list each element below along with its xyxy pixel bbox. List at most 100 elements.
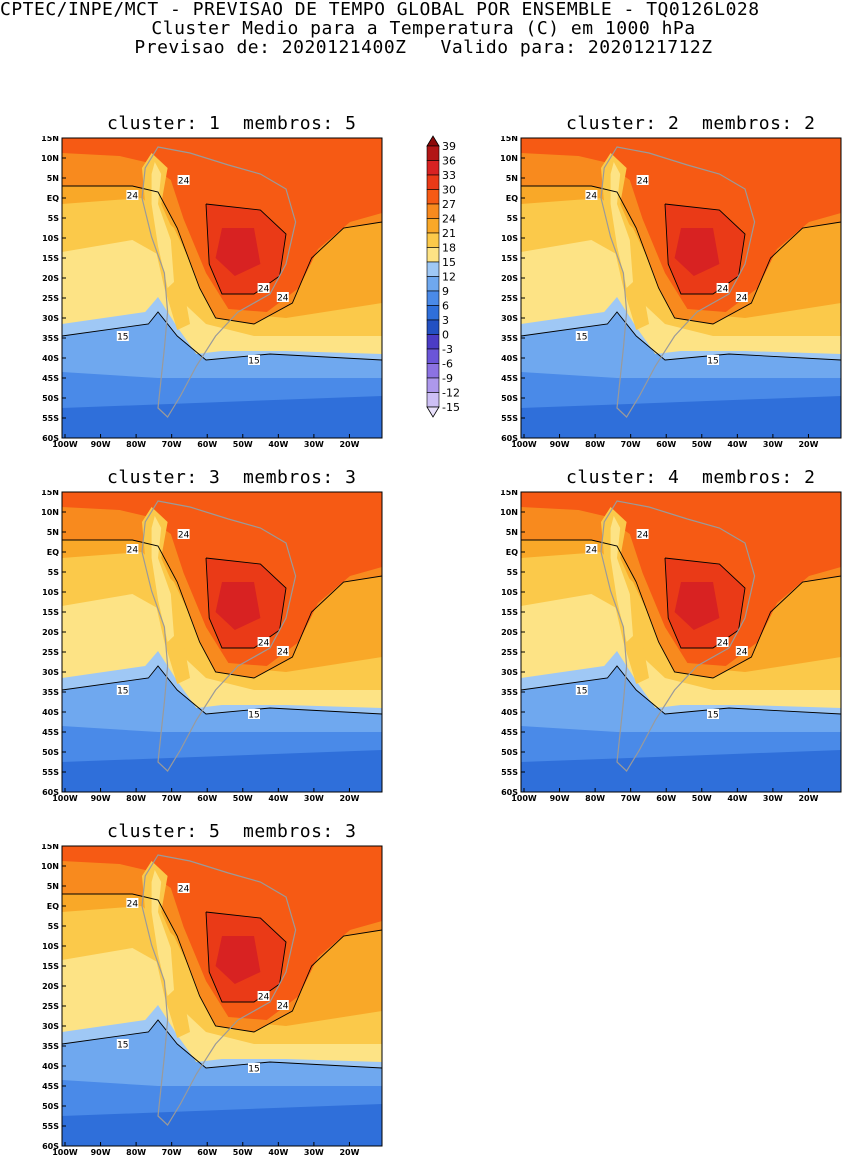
- lat-tick-label: 35S: [501, 688, 518, 697]
- lat-tick-label: 10S: [42, 234, 59, 243]
- lat-tick-label: 15N: [500, 136, 518, 143]
- lon-tick-label: 20W: [339, 794, 359, 802]
- lat-tick-label: EQ: [47, 902, 59, 911]
- isoline-label-15-east: 15: [248, 1063, 260, 1075]
- field-33: [215, 228, 261, 276]
- lat-tick-label: 10S: [501, 588, 518, 597]
- lon-tick-label: 60W: [197, 440, 217, 448]
- lon-tick-label: 80W: [585, 440, 605, 448]
- lat-tick-label: 5S: [48, 568, 60, 577]
- svg-text:24: 24: [178, 531, 190, 541]
- svg-text:15: 15: [576, 333, 587, 343]
- svg-text:24: 24: [277, 294, 289, 304]
- lat-tick-label: 10S: [42, 588, 59, 597]
- lon-tick-label: 70W: [621, 440, 641, 448]
- lat-tick-label: 35S: [42, 334, 59, 343]
- lon-tick-label: 80W: [126, 440, 146, 448]
- isoline-24: [521, 185, 841, 325]
- lat-tick-label: 10N: [500, 508, 518, 517]
- isoline-15: [521, 311, 841, 361]
- map-svg: 24 24 24 24 15 15 15N 10N 5N EQ 5S 10S 15S 20S 25S 30S 3…: [41, 844, 383, 1156]
- svg-text:24: 24: [258, 993, 270, 1003]
- isoline-label-24-north: 24: [636, 175, 649, 187]
- lat-tick-label: 25S: [501, 294, 518, 303]
- lat-tick-label: 45S: [42, 374, 59, 383]
- isoline-15: [521, 665, 841, 715]
- isoline-label-24-north: 24: [636, 529, 649, 541]
- lon-tick-label: 40W: [268, 1148, 288, 1156]
- map-svg: 24 24 24 24 15 15 15N 10N 5N EQ 5S 10S 15S 20S 25S 30S 3…: [41, 490, 383, 802]
- lat-tick-label: 40S: [501, 708, 518, 717]
- lon-tick-label: 100W: [511, 440, 537, 448]
- colorbar-label: 12: [442, 271, 456, 284]
- lat-tick-label: 20S: [501, 274, 518, 283]
- map-panel-1: 24 24 24 24 15 15 15N 10N 5N EQ 5S 10S 15S 20S 25S 30S 3…: [30, 136, 385, 448]
- lat-tick-label: 40S: [42, 708, 59, 717]
- lat-tick-label: 20S: [42, 274, 59, 283]
- lat-tick-label: 10N: [41, 508, 59, 517]
- lat-tick-label: 15S: [501, 254, 518, 263]
- isoline-label-15-west: 15: [116, 1039, 129, 1051]
- svg-text:24: 24: [637, 177, 649, 187]
- map-svg: 24 24 24 24 15 15 15N 10N 5N EQ 5S 10S 15S 20S 25S 30S 3…: [41, 136, 383, 448]
- lat-tick-label: EQ: [47, 548, 59, 557]
- lat-tick-label: 35S: [42, 688, 59, 697]
- lat-tick-label: 40S: [501, 354, 518, 363]
- svg-text:24: 24: [586, 546, 598, 556]
- isoline-label-24-north: 24: [177, 175, 190, 187]
- lon-tick-label: 40W: [727, 794, 747, 802]
- lat-tick-label: 5S: [48, 214, 60, 223]
- colorbar: 39 36 33 30 27 24 21 18 15 12 9 6 3 0 -3 -6 -9 -12 -15: [425, 134, 475, 444]
- lon-tick-label: 100W: [511, 794, 537, 802]
- colorbar-label: 6: [442, 300, 449, 313]
- isoline-label-24-inner: 24: [257, 637, 270, 649]
- header: CPTEC/INPE/MCT - PREVISAO DE TEMPO GLOBA…: [0, 0, 847, 57]
- isoline-label-15-east: 15: [248, 709, 260, 721]
- lat-tick-label: 45S: [501, 728, 518, 737]
- lat-tick-label: 5N: [506, 528, 518, 537]
- lat-tick-label: 55S: [42, 414, 59, 423]
- lat-tick-label: 60S: [42, 1142, 59, 1151]
- svg-text:15: 15: [707, 357, 718, 367]
- lat-tick-label: 55S: [42, 768, 59, 777]
- isoline-label-24-east: 24: [735, 292, 748, 304]
- lon-tick-label: 30W: [763, 794, 783, 802]
- svg-text:15: 15: [117, 1041, 128, 1051]
- header-line-1: CPTEC/INPE/MCT - PREVISAO DE TEMPO GLOBA…: [0, 0, 760, 20]
- colorbar-label: 21: [442, 227, 456, 240]
- lat-tick-label: 15N: [41, 844, 59, 851]
- lon-tick-label: 60W: [656, 440, 676, 448]
- colorbar-label: 24: [442, 213, 456, 226]
- lat-tick-label: 30S: [501, 314, 518, 323]
- svg-text:24: 24: [258, 285, 270, 295]
- lon-tick-label: 60W: [197, 794, 217, 802]
- lat-tick-label: 60S: [42, 434, 59, 443]
- field-33: [215, 582, 261, 630]
- isoline-label-24-east: 24: [276, 1000, 289, 1012]
- isoline-label-24-east: 24: [276, 292, 289, 304]
- colorbar-swatch: [426, 218, 440, 234]
- lat-tick-label: 45S: [501, 374, 518, 383]
- lon-tick-label: 30W: [304, 794, 324, 802]
- lat-tick-label: 35S: [501, 334, 518, 343]
- lat-tick-label: 15S: [42, 962, 59, 971]
- colorbar-swatch: [426, 145, 440, 161]
- panel-title-5: cluster: 5 membros: 3: [107, 821, 357, 842]
- map-frame: [61, 491, 383, 793]
- isoline-label-24-west: 24: [126, 898, 139, 910]
- coastline: [600, 146, 756, 418]
- colorbar-label: 36: [442, 155, 456, 168]
- isoline-label-15-east: 15: [707, 709, 719, 721]
- colorbar-swatch: [426, 261, 440, 277]
- lon-tick-label: 50W: [692, 440, 712, 448]
- svg-text:24: 24: [637, 531, 649, 541]
- map-frame: [520, 491, 842, 793]
- map-panel-4: 24 24 24 24 15 15 15N 10N 5N EQ 5S 10S 15S 20S 25S 30S 3…: [489, 490, 844, 802]
- lat-tick-label: 40S: [42, 1062, 59, 1071]
- lat-tick-label: 50S: [42, 748, 59, 757]
- svg-text:24: 24: [277, 648, 289, 658]
- lat-tick-label: 25S: [42, 648, 59, 657]
- colorbar-swatch: [426, 203, 440, 219]
- lon-tick-label: 80W: [126, 1148, 146, 1156]
